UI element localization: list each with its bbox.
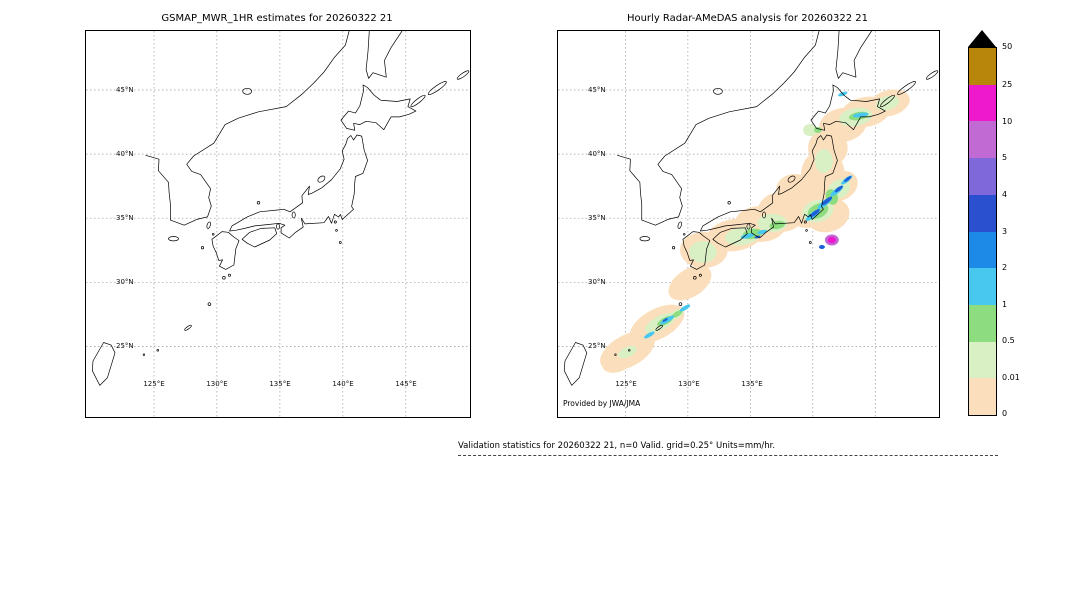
lat-label: 40°N: [588, 150, 606, 158]
lat-label: 30°N: [588, 278, 606, 286]
colorbar-tick-label: 2: [1002, 263, 1008, 272]
colorbar-segment: [969, 304, 996, 342]
lon-label: 125°E: [143, 380, 165, 388]
colorbar-segment: [969, 158, 996, 195]
data-credit: Provided by JWA/JMA: [563, 399, 641, 408]
colorbar-segment: [969, 268, 996, 305]
validation-stats: Validation statistics for 20260322 21, n…: [458, 441, 998, 456]
precipitation-layer: [600, 89, 910, 373]
colorbar-tick-label: 0: [1002, 409, 1008, 418]
gsmap-map: 45°N 40°N 35°N 30°N 25°N 125°E 130°E 135…: [85, 30, 471, 418]
colorbar-segment: [969, 341, 996, 379]
radar-panel-title: Hourly Radar-AMeDAS analysis for 2026032…: [626, 13, 869, 24]
lat-label: 30°N: [116, 278, 134, 286]
colorbar-segment: [969, 121, 996, 159]
lon-label: 135°E: [269, 380, 291, 388]
lat-label: 45°N: [116, 86, 134, 94]
colorbar-segment: [969, 84, 996, 122]
colorbar-tick-label: 25: [1002, 80, 1013, 89]
lat-label: 40°N: [116, 150, 134, 158]
lat-label: 45°N: [588, 86, 606, 94]
gsmap-panel-title: GSMAP_MWR_1HR estimates for 20260322 21: [161, 13, 393, 24]
colorbar-tick-label: 4: [1002, 190, 1008, 199]
colorbar-tick-label: 10: [1002, 117, 1013, 126]
colorbar-tick-label: 0.01: [1002, 373, 1020, 382]
heavy-rain-cell: [824, 234, 839, 246]
coastline: [91, 31, 470, 386]
lon-label: 125°E: [615, 380, 637, 388]
lon-label: 140°E: [332, 380, 354, 388]
colorbar: [968, 47, 997, 416]
colorbar-tick-label: 1: [1002, 300, 1008, 309]
lon-label: 135°E: [741, 380, 763, 388]
colorbar-segment: [969, 378, 996, 416]
colorbar-segment: [969, 48, 996, 85]
radar-map-canvas: [558, 31, 939, 417]
lon-label: 145°E: [395, 380, 417, 388]
lat-label: 35°N: [116, 214, 134, 222]
lon-label: 130°E: [206, 380, 228, 388]
radar-map: 45°N 40°N 35°N 30°N 25°N 125°E 130°E 135…: [557, 30, 940, 418]
colorbar-tick-label: 3: [1002, 227, 1008, 236]
lat-label: 35°N: [588, 214, 606, 222]
lon-label: 130°E: [678, 380, 700, 388]
gsmap-map-canvas: [86, 31, 470, 417]
lat-label: 25°N: [116, 342, 134, 350]
colorbar-tick-label: 5: [1002, 153, 1008, 162]
lat-label: 25°N: [588, 342, 606, 350]
colorbar-tick-label: 0.5: [1002, 336, 1015, 345]
colorbar-tick-label: 50: [1002, 42, 1013, 51]
colorbar-segment: [969, 194, 996, 232]
colorbar-overflow-arrow-icon: [968, 30, 996, 47]
colorbar-segment: [969, 231, 996, 269]
